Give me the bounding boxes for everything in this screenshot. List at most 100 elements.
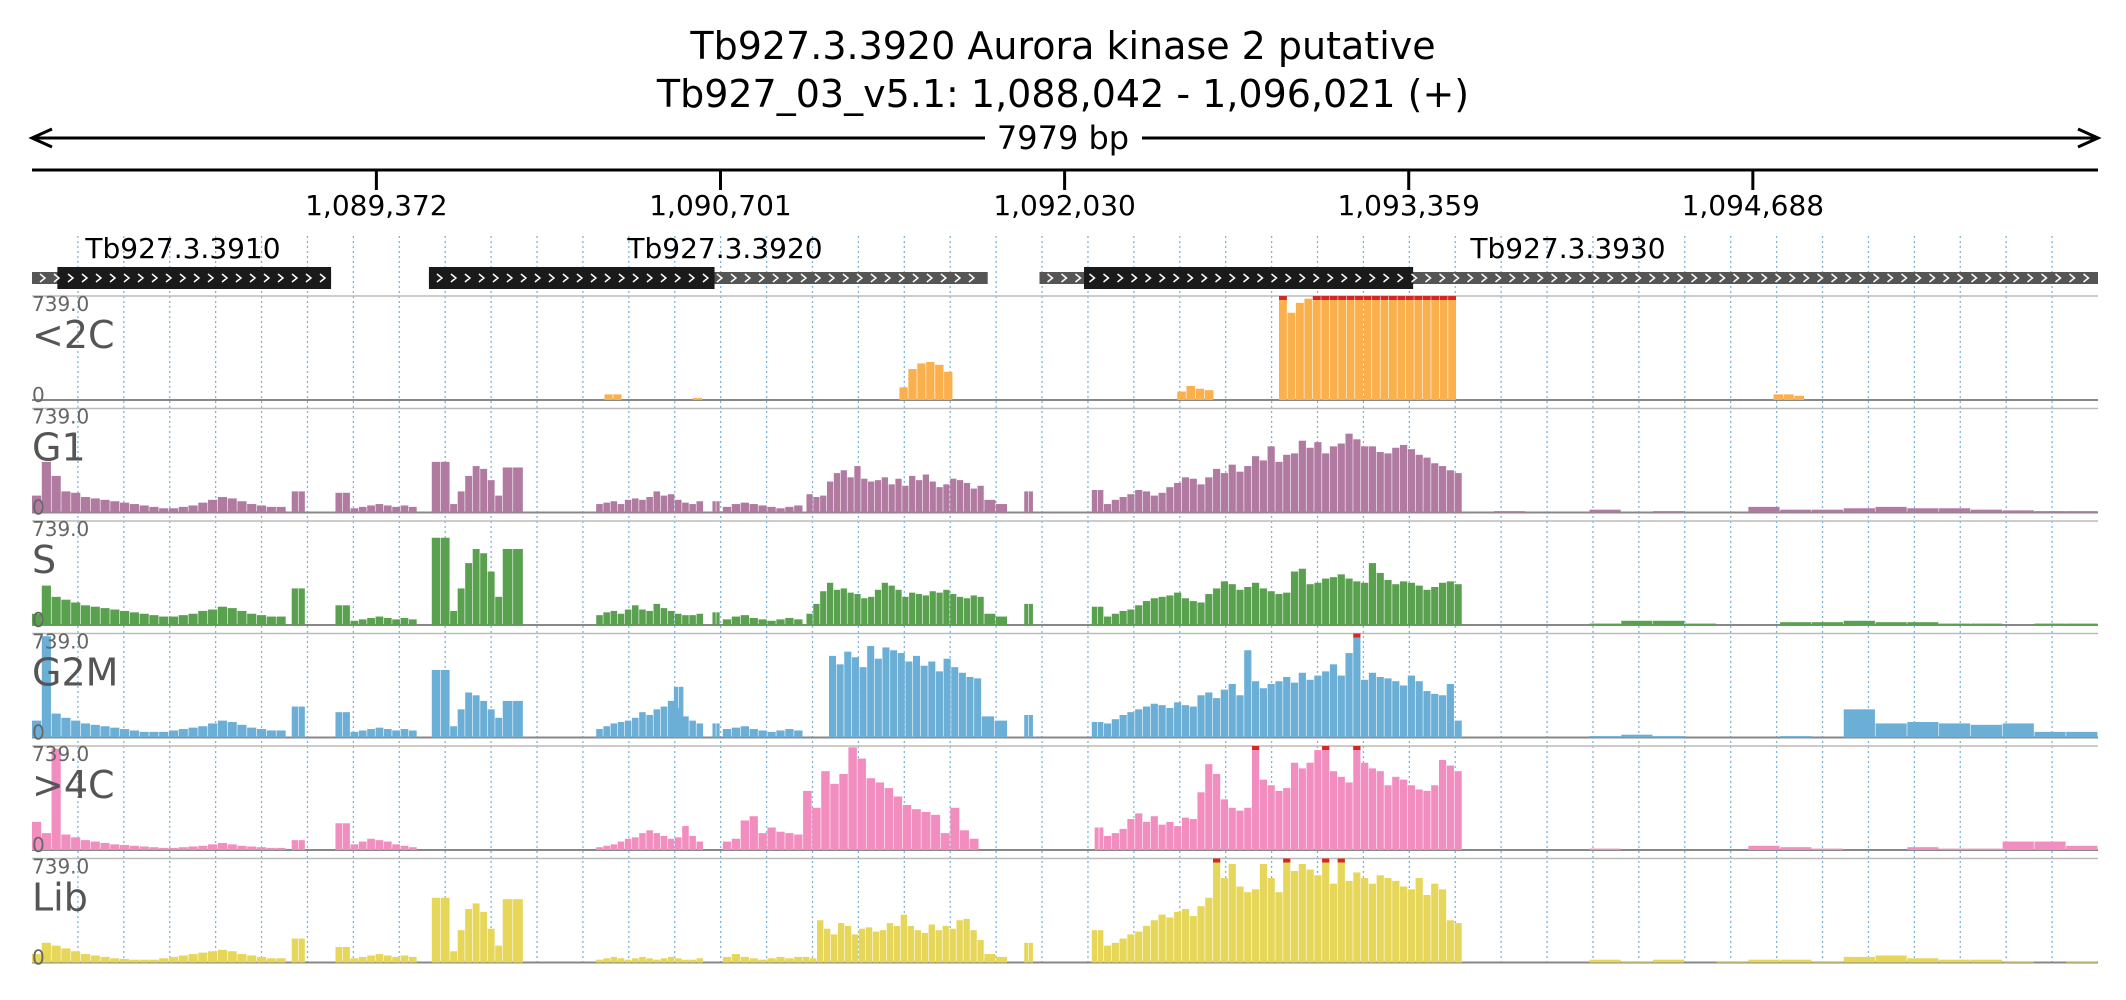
track-name-label: Lib (32, 876, 88, 920)
coverage-bar (689, 504, 696, 513)
coverage-bar (1290, 682, 1299, 738)
coverage-bar (472, 549, 480, 625)
coverage-bar (936, 592, 943, 625)
coverage-bar (358, 730, 367, 738)
coverage-bar (1306, 762, 1314, 850)
coverage-bar (1251, 681, 1260, 738)
coverage-bar (1361, 878, 1369, 963)
coverage-bar (1150, 920, 1158, 963)
coverage-bar (617, 841, 625, 850)
coverage-bar (639, 712, 646, 738)
coverage-bar (149, 959, 159, 963)
coverage-bar (198, 845, 208, 850)
coverage-bar (820, 495, 827, 513)
coverage-bar (1380, 296, 1389, 400)
coverage-bar (2066, 845, 2098, 850)
coverage-bar (465, 692, 473, 738)
coverage-bar (785, 958, 794, 963)
coverage-bar (712, 612, 716, 625)
coverage-bar (487, 928, 495, 963)
coverage-bar (149, 731, 159, 738)
coverage-bar (375, 616, 384, 625)
coverage-bar (1438, 582, 1447, 625)
coverage-bar (178, 506, 188, 513)
coverage-bar (675, 837, 682, 850)
coverage-bar (472, 903, 480, 963)
track-ymax-label: 739.0 (32, 630, 89, 654)
coverage-bar (1283, 858, 1291, 963)
coverage-bar (920, 665, 928, 738)
coverage-bar (895, 478, 902, 513)
coverage-bar (921, 812, 931, 850)
coverage-bar (1392, 880, 1400, 963)
coverage-bar (1780, 509, 1812, 513)
coverage-bar (1589, 623, 1621, 625)
coverage-bar (400, 845, 409, 850)
coverage-track: 739.0 0 <2C (32, 292, 2098, 407)
coverage-bar (513, 549, 523, 625)
coverage-bar (821, 771, 830, 850)
coverage-bar (1384, 785, 1392, 850)
coverage-bar (1174, 911, 1182, 963)
coverage-bar (1220, 689, 1229, 738)
coverage-bar (1213, 588, 1221, 625)
coverage-bar (1329, 296, 1338, 400)
coverage-bar (247, 727, 257, 738)
coverage-bar (392, 956, 400, 963)
coverage-bar (237, 501, 247, 513)
coverage-bar (266, 506, 276, 513)
coverage-bar (1407, 889, 1415, 963)
coverage-bar (276, 506, 286, 513)
coverage-bar (495, 717, 503, 738)
track-ymin-label: 0 (32, 496, 45, 520)
coverage-bar (400, 617, 409, 625)
coverage-bar (1205, 764, 1213, 850)
coverage-bar (943, 658, 951, 738)
coverage-bar (833, 473, 841, 513)
coverage-bar (208, 609, 218, 625)
coverage-bar (667, 838, 675, 850)
coverage-bar (653, 709, 661, 738)
coverage-bar (100, 726, 110, 738)
coverage-bar (247, 846, 257, 850)
coverage-bar (450, 726, 458, 738)
clip-marker (1422, 296, 1431, 300)
coverage-bar (1970, 724, 2003, 738)
clip-marker (1363, 296, 1372, 300)
coverage-bar (1392, 584, 1400, 625)
coverage-bar (350, 508, 359, 513)
coverage-bar (836, 664, 844, 738)
track-ymin-label: 0 (32, 946, 45, 970)
coverage-bar (1329, 577, 1338, 625)
tick-label: 1,093,359 (1337, 189, 1480, 222)
coverage-bar (1181, 598, 1190, 625)
coverage-bar (208, 844, 218, 850)
coverage-bar (851, 934, 859, 963)
coverage-bar (1970, 509, 2003, 513)
coverage-bar (740, 502, 749, 513)
coverage-bar (1875, 622, 1907, 625)
coverage-bar (1939, 959, 1971, 963)
strand-chevrons (1047, 273, 2090, 283)
coverage-bar (1314, 750, 1322, 850)
coverage-bar (776, 730, 785, 738)
coverage-bar (881, 477, 888, 513)
coverage-bar (472, 466, 480, 513)
coverage-bar (928, 661, 936, 738)
tick-label: 1,092,030 (993, 189, 1136, 222)
coverage-bar (1392, 447, 1400, 513)
coverage-bar (237, 954, 247, 963)
track-ymax-label: 739.0 (32, 517, 89, 541)
coverage-bar (624, 720, 632, 738)
coverage-bar (610, 956, 618, 963)
coverage-bar (276, 730, 286, 738)
coverage-bar (1939, 623, 1971, 625)
coverage-bar (256, 729, 267, 738)
coverage-bar (487, 571, 495, 625)
coverage-bar (1312, 296, 1321, 400)
coverage-bar (1376, 875, 1384, 963)
coverage-bar (159, 847, 169, 850)
coverage-bar (1875, 723, 1907, 738)
coverage-bar (291, 491, 298, 513)
clip-marker (1439, 296, 1448, 300)
